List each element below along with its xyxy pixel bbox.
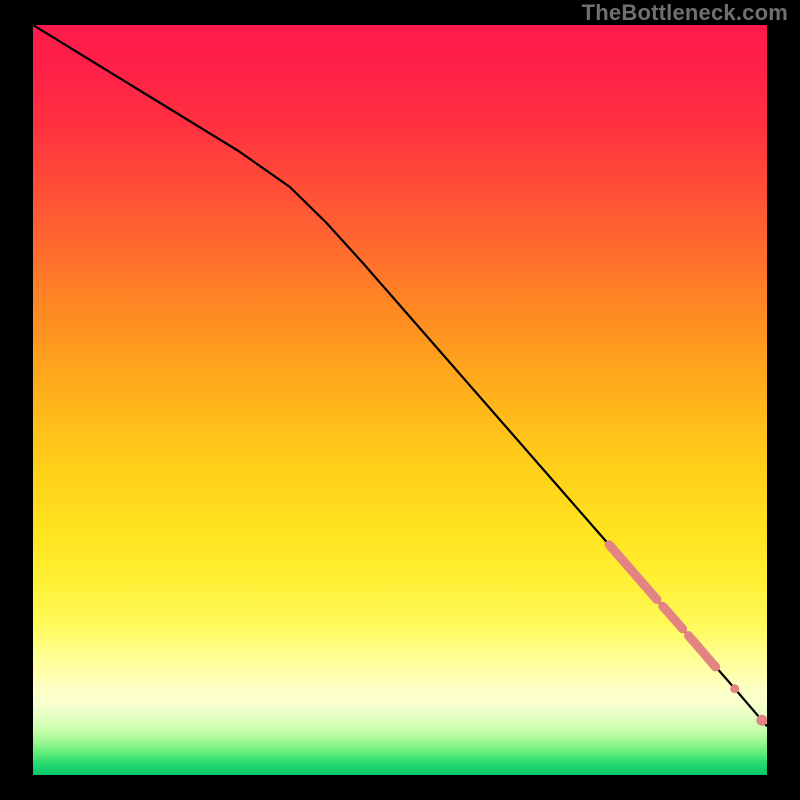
highlight-point — [730, 684, 739, 693]
highlight-point — [756, 715, 767, 726]
heatmap-background — [33, 25, 767, 775]
chart-plot — [33, 25, 767, 775]
chart-frame: TheBottleneck.com — [0, 0, 800, 800]
watermark-text: TheBottleneck.com — [582, 0, 788, 26]
